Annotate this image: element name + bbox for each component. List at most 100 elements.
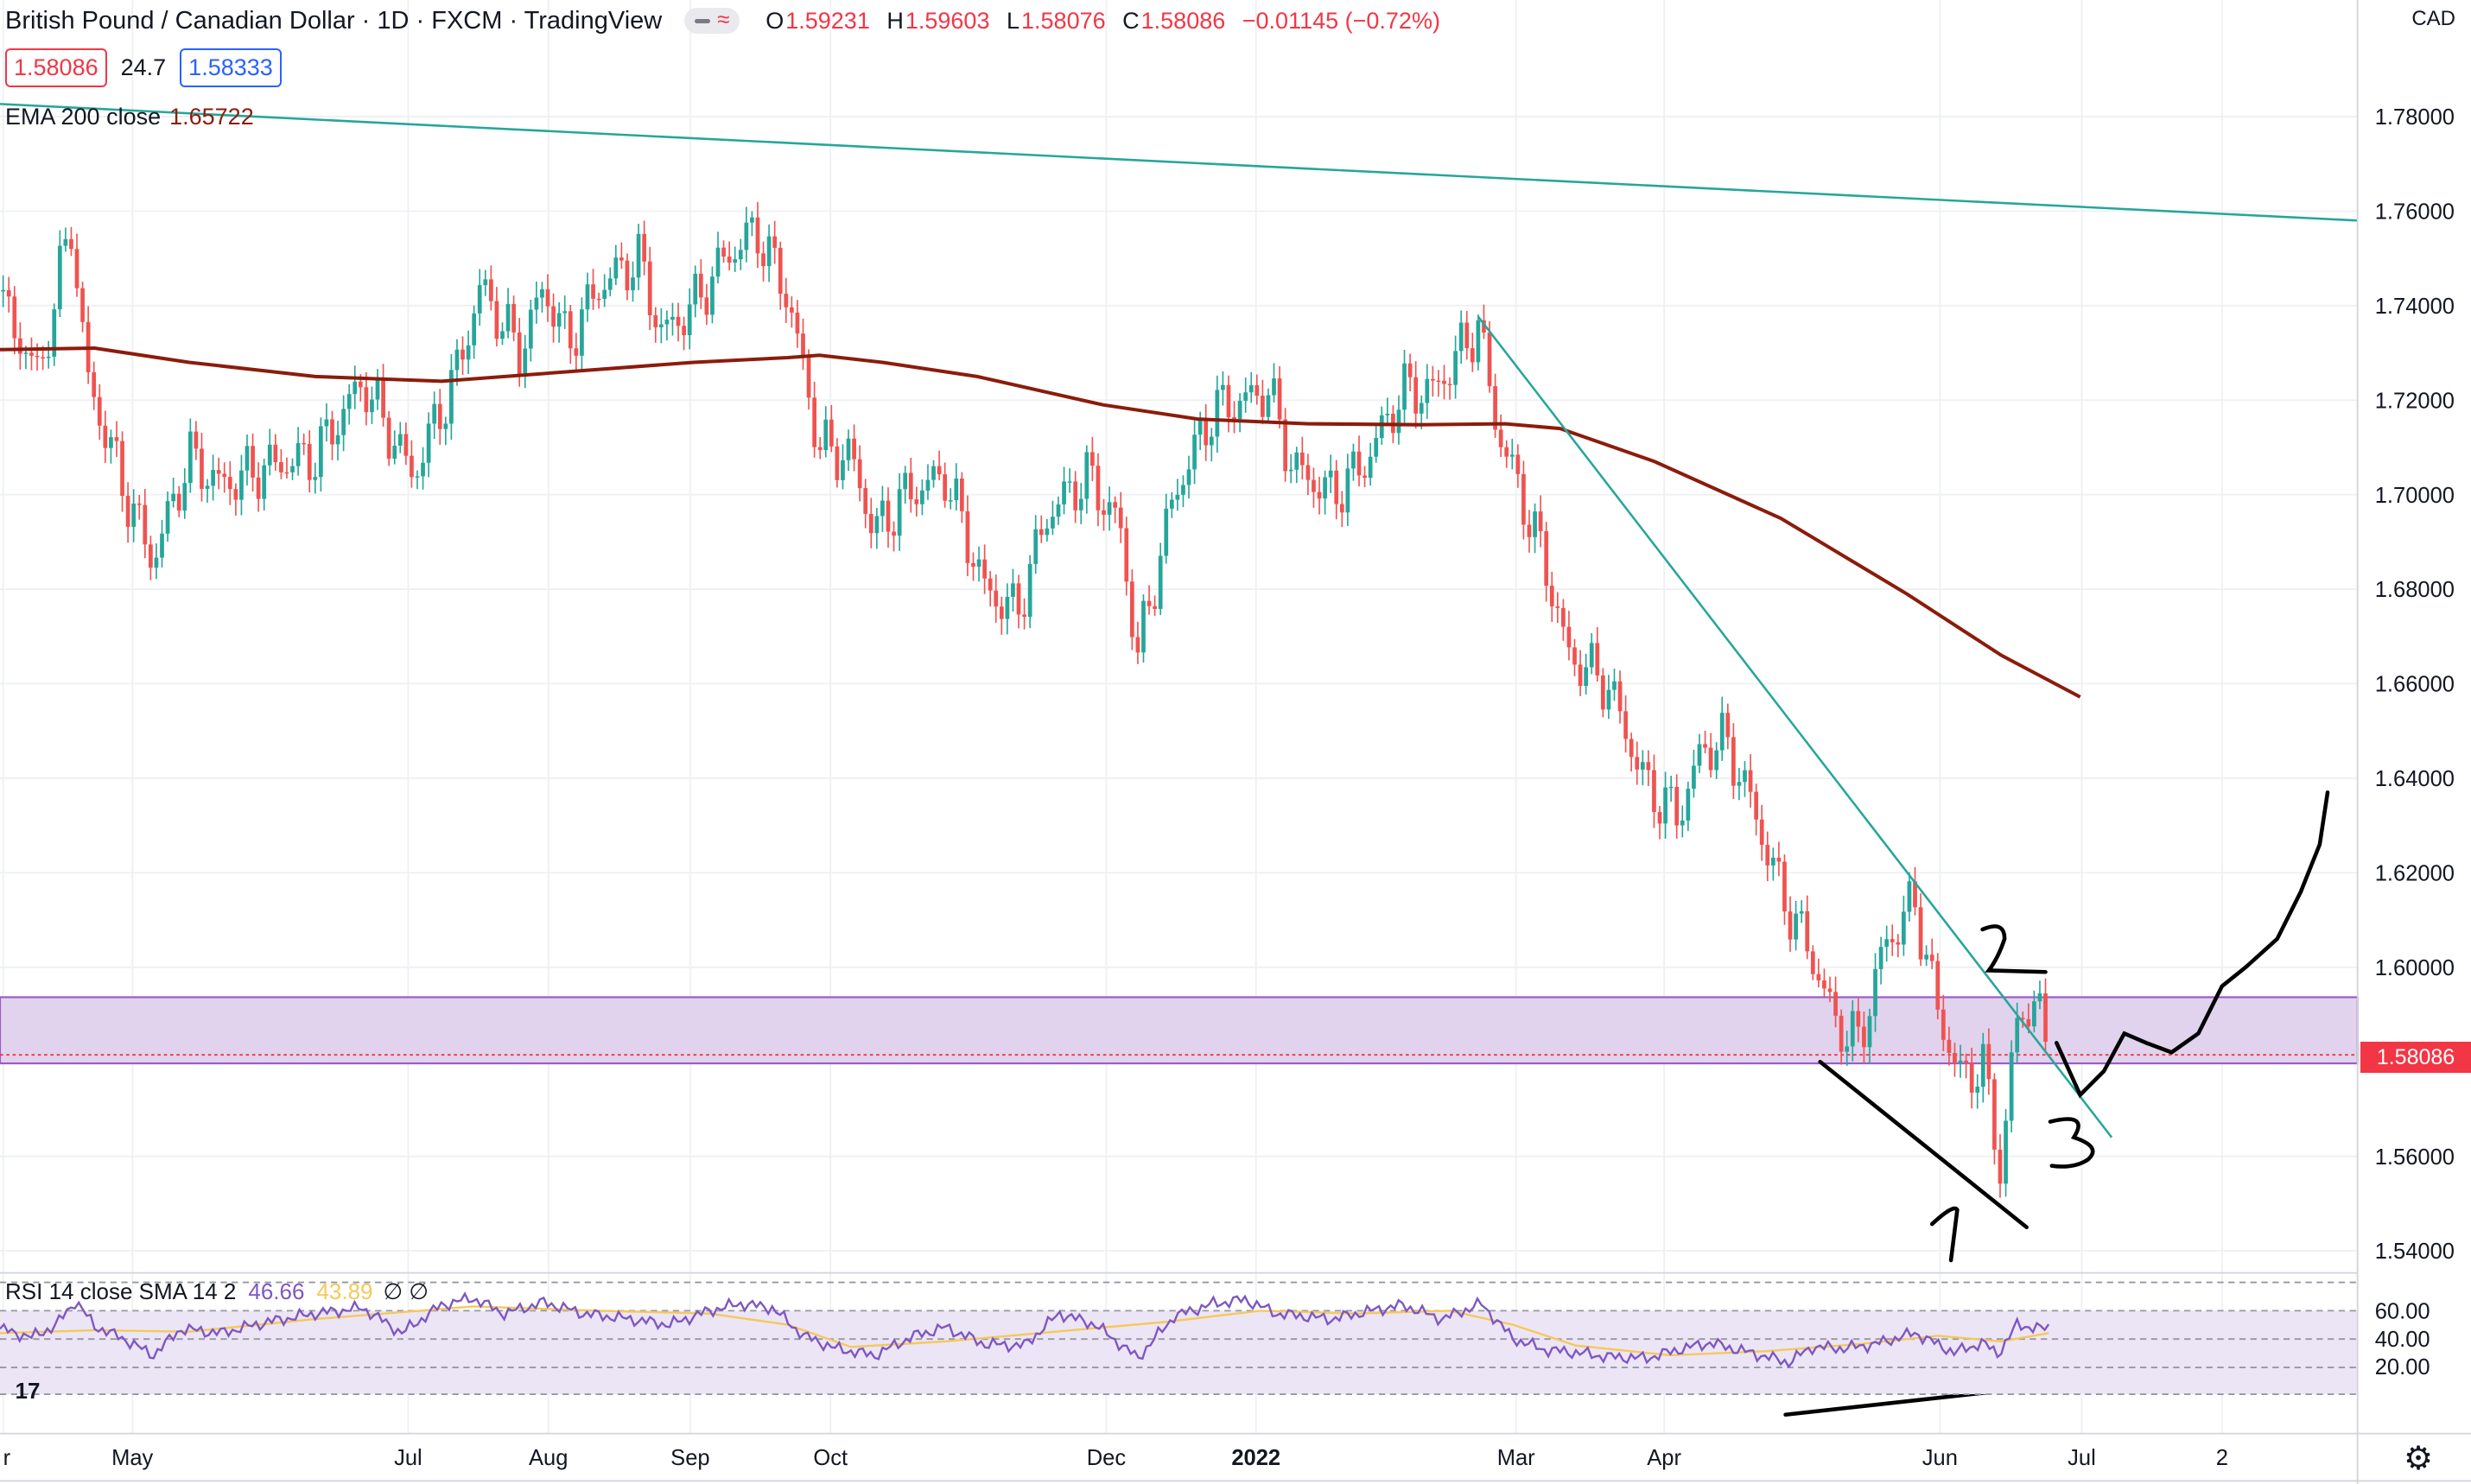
- candle-body: [937, 466, 942, 475]
- candle-body: [1867, 1016, 1872, 1048]
- candle-body: [1135, 637, 1140, 653]
- candle-body: [999, 606, 1004, 619]
- candle-body: [6, 289, 11, 297]
- candle-body: [375, 379, 380, 400]
- candle-body: [2037, 993, 2042, 1002]
- candle-body: [1714, 750, 1719, 771]
- candle-body: [211, 470, 215, 486]
- tradingview-logo-icon[interactable]: 17: [15, 1377, 41, 1404]
- currency-label[interactable]: CAD: [2411, 7, 2455, 30]
- candle-body: [1652, 770, 1656, 813]
- candle-body: [619, 257, 624, 261]
- candle-body: [443, 423, 448, 429]
- price-tick-label: 1.70000: [2375, 484, 2455, 508]
- trade-badges: 1.58086 24.7 1.58333: [5, 48, 282, 87]
- candle-body: [176, 493, 181, 511]
- candle-body: [120, 441, 124, 497]
- candle-body: [1845, 1046, 1850, 1052]
- candle-body: [1509, 454, 1515, 457]
- candle-body: [534, 297, 539, 310]
- candle-body: [1561, 607, 1566, 627]
- candle-body: [1788, 911, 1793, 940]
- candle-body: [1033, 529, 1039, 564]
- candle-body: [1929, 954, 1934, 961]
- candle-body: [988, 578, 993, 591]
- candle-body: [1124, 528, 1129, 582]
- down-trendline[interactable]: [1477, 315, 2113, 1138]
- candle-body: [545, 289, 550, 307]
- candle-body: [1776, 857, 1782, 862]
- candle-body: [364, 387, 369, 413]
- candle-body: [1964, 1060, 1968, 1063]
- candle-body: [880, 500, 885, 517]
- price-tick-label: 1.64000: [2375, 767, 2455, 791]
- candle-body: [835, 446, 840, 480]
- candle-body: [1856, 1011, 1861, 1027]
- candle-body: [57, 245, 62, 310]
- candle-body: [1027, 563, 1032, 618]
- candle-body: [63, 238, 68, 246]
- candle-body: [647, 261, 652, 315]
- rsi-tick-label: 60.00: [2375, 1300, 2430, 1324]
- candle-body: [829, 419, 834, 447]
- symbol-title[interactable]: British Pound / Canadian Dollar · 1D · F…: [5, 6, 663, 35]
- long-trendline[interactable]: [0, 103, 2358, 222]
- candle-body: [1782, 861, 1787, 912]
- candle-body: [1487, 332, 1492, 387]
- time-tick-label: Apr: [1647, 1446, 1681, 1470]
- candle-body: [92, 371, 97, 397]
- candle-body: [1617, 681, 1623, 712]
- candle-body: [931, 466, 936, 480]
- candle-body: [1839, 1015, 1844, 1052]
- candle-body: [772, 236, 778, 248]
- gear-icon[interactable]: ⚙: [2404, 1441, 2434, 1477]
- buy-button[interactable]: 1.58333: [180, 48, 282, 87]
- time-tick-label: Jun: [1922, 1446, 1958, 1470]
- time-tick-label: Jul: [2068, 1446, 2096, 1470]
- time-axis[interactable]: r May Jul Aug Sep Oct Dec 2022 Mar Apr Jun Jul 2: [3, 1446, 2228, 1470]
- candle-body: [1283, 419, 1288, 472]
- candle-body: [1345, 468, 1350, 513]
- price-tick-label: 1.54000: [2375, 1240, 2455, 1264]
- candle-body: [302, 442, 307, 445]
- candle-body: [892, 531, 896, 536]
- candle-body: [1442, 380, 1446, 384]
- candle-body: [12, 296, 17, 339]
- time-tick-label: r: [3, 1446, 11, 1470]
- candle-body: [1011, 583, 1015, 597]
- candle-body: [216, 470, 221, 474]
- candle-body: [1992, 1079, 1997, 1150]
- change-value: −0.01145 (−0.72%): [1242, 7, 1440, 34]
- candle-body: [1374, 437, 1379, 457]
- candle-body: [205, 485, 210, 489]
- candle-body: [1339, 504, 1344, 513]
- sell-button[interactable]: 1.58086: [5, 48, 107, 87]
- candle-body: [1186, 469, 1191, 485]
- candle-body: [1272, 378, 1276, 396]
- candle-body: [607, 278, 613, 290]
- rsi-legend[interactable]: RSI 14 close SMA 14 2 46.66 43.89 ∅ ∅: [5, 1278, 429, 1304]
- candle-body: [1005, 596, 1010, 619]
- candle-body: [1935, 961, 1941, 1010]
- candle-body: [1674, 786, 1680, 826]
- candle-body: [200, 448, 204, 489]
- candle-body: [1197, 420, 1203, 435]
- candle-body: [466, 345, 471, 360]
- candle-body: [1493, 386, 1497, 430]
- ema-legend[interactable]: EMA 200 close 1.65722: [5, 104, 254, 130]
- candle-body: [823, 419, 829, 451]
- candle-body: [97, 396, 102, 426]
- candle-body: [1878, 947, 1883, 969]
- candle-body: [1913, 881, 1917, 908]
- time-tick-label: Mar: [1497, 1446, 1535, 1470]
- candle-body: [2032, 1001, 2036, 1027]
- candle-body: [795, 312, 800, 334]
- candle-body: [222, 473, 227, 478]
- candle-body: [789, 307, 794, 313]
- price-axis[interactable]: 1.78000 1.76000 1.74000 1.72000 1.70000 1.680…: [2375, 105, 2455, 1264]
- candle-body: [1759, 819, 1764, 846]
- visibility-toggle[interactable]: ≈: [684, 6, 740, 34]
- wave-icon: ≈: [717, 6, 730, 32]
- candle-body: [397, 434, 403, 447]
